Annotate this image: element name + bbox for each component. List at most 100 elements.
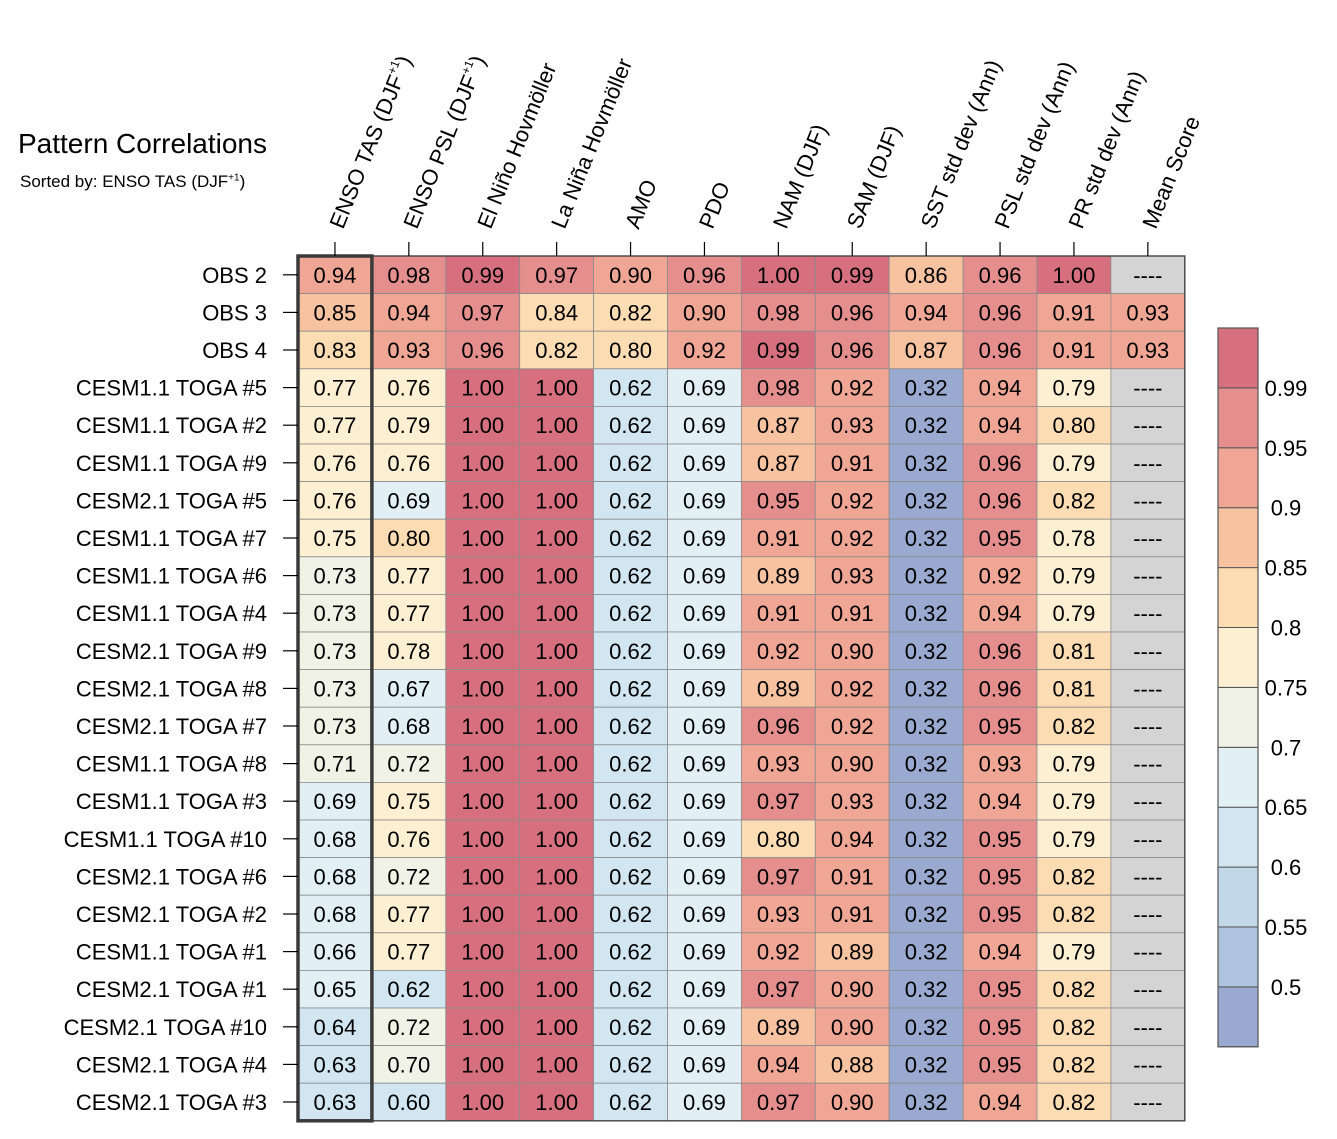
heatmap-cell xyxy=(962,594,1038,633)
cell-value-label: 1.00 xyxy=(461,752,504,777)
cell-value-label: 0.32 xyxy=(905,902,948,927)
heatmap-cell xyxy=(445,970,521,1009)
cell-value-label: 1.00 xyxy=(535,789,578,814)
cell-value-label: ---- xyxy=(1133,488,1162,513)
heatmap-cell xyxy=(1036,1007,1112,1046)
cell-value-label: 0.62 xyxy=(609,827,652,852)
heatmap-cell xyxy=(888,330,964,370)
axis-ticks xyxy=(283,242,1149,1103)
cell-value-label: 0.96 xyxy=(979,488,1022,513)
cell-value-label: 0.82 xyxy=(1053,902,1096,927)
colorbar-swatch xyxy=(1217,327,1259,389)
chart-title: Pattern Correlations xyxy=(18,128,268,159)
heatmap-cell xyxy=(297,368,373,407)
column-label-text: ENSO PSL (DJF xyxy=(398,71,482,231)
heatmap-cell xyxy=(814,669,890,708)
cell-value-label: 0.76 xyxy=(387,451,430,476)
cell-value-label: 0.91 xyxy=(831,902,874,927)
cell-value-label: 0.63 xyxy=(314,1052,357,1077)
cell-value-label: 0.91 xyxy=(1053,338,1096,363)
cell-value-label: ---- xyxy=(1133,413,1162,438)
cell-value-label: 0.92 xyxy=(831,714,874,739)
cell-value-label: 1.00 xyxy=(535,376,578,401)
cell-value-label: 0.68 xyxy=(314,902,357,927)
cell-value-label: 0.97 xyxy=(461,300,504,325)
cell-value-label: 1.00 xyxy=(461,827,504,852)
cell-value-label: 0.96 xyxy=(979,263,1022,288)
heatmap-cell xyxy=(371,706,447,746)
heatmap-cell xyxy=(962,819,1038,858)
cell-value-label: 0.78 xyxy=(387,639,430,664)
heatmap-cell xyxy=(445,405,521,445)
heatmap-cell xyxy=(297,631,373,670)
cell-value-label: 0.69 xyxy=(683,413,726,438)
heatmap-cell xyxy=(741,744,816,783)
row-label: CESM2.1 TOGA #2 xyxy=(76,902,267,927)
cell-value-label: 1.00 xyxy=(535,413,578,438)
heatmap-cell xyxy=(814,819,890,858)
cell-value-label: ---- xyxy=(1133,752,1162,777)
heatmap-cell xyxy=(519,443,595,482)
heatmap-cell xyxy=(1110,706,1186,746)
heatmap-cell xyxy=(593,518,668,558)
column-label: La Niña Hovmöller xyxy=(546,55,637,232)
column-label-text: PSL std dev (Ann) xyxy=(990,58,1080,232)
cell-value-label: 0.67 xyxy=(387,676,430,701)
heatmap-cell xyxy=(297,894,373,934)
colorbar-tick-label: 0.99 xyxy=(1265,376,1308,401)
cell-value-label: 0.32 xyxy=(905,1015,948,1040)
cell-value-label: 1.00 xyxy=(535,752,578,777)
heatmap-cell xyxy=(814,894,890,934)
cell-value-label: 0.82 xyxy=(609,300,652,325)
cell-value-label: 0.32 xyxy=(905,752,948,777)
cell-value-label: 0.90 xyxy=(831,1015,874,1040)
cell-value-label: 0.62 xyxy=(609,1052,652,1077)
heatmap-cell xyxy=(667,1045,742,1084)
cell-value-label: 0.62 xyxy=(387,977,430,1002)
cell-value-label: 0.62 xyxy=(609,752,652,777)
cell-value-label: 0.81 xyxy=(1053,639,1096,664)
cell-value-label: 1.00 xyxy=(535,864,578,889)
cell-value-label: 0.87 xyxy=(757,451,800,476)
row-label: OBS 4 xyxy=(202,338,267,363)
heatmap-cell xyxy=(962,669,1038,708)
cell-value-label: 0.79 xyxy=(1053,601,1096,626)
cell-value-label: 1.00 xyxy=(461,376,504,401)
cell-value-label: 0.92 xyxy=(831,676,874,701)
cell-value-label: 0.92 xyxy=(831,526,874,551)
heatmap-cell xyxy=(888,744,964,783)
heatmap-cell xyxy=(741,1082,816,1122)
cell-value-label: ---- xyxy=(1133,564,1162,589)
cell-value-label: 0.93 xyxy=(1126,338,1169,363)
heatmap-cell xyxy=(297,970,373,1009)
heatmap-cell xyxy=(741,556,816,595)
cell-value-label: 0.62 xyxy=(609,413,652,438)
column-label: PDO xyxy=(694,178,735,232)
cell-value-label: 1.00 xyxy=(461,1015,504,1040)
cell-value-label: 1.00 xyxy=(535,601,578,626)
cell-value-label: 0.92 xyxy=(757,639,800,664)
cell-value-label: 0.93 xyxy=(757,902,800,927)
heatmap-cell xyxy=(962,293,1038,332)
cell-value-label: 0.62 xyxy=(609,601,652,626)
cell-value-label: 1.00 xyxy=(461,639,504,664)
heatmap-cell xyxy=(371,857,447,896)
heatmap-cell xyxy=(888,782,964,821)
cell-value-label: 1.00 xyxy=(535,564,578,589)
column-label-superscript: +1 xyxy=(385,58,403,76)
column-label: SST std dev (Ann) xyxy=(916,56,1006,232)
cell-value-label: 0.62 xyxy=(609,1015,652,1040)
cell-value-label: ---- xyxy=(1133,676,1162,701)
heatmap-cell xyxy=(297,1007,373,1046)
cell-value-label: 0.95 xyxy=(757,488,800,513)
cell-value-label: 1.00 xyxy=(535,526,578,551)
heatmap-cell xyxy=(814,970,890,1009)
cell-value-label: 1.00 xyxy=(757,263,800,288)
cell-value-label: 0.95 xyxy=(979,1052,1022,1077)
heatmap-cell xyxy=(371,556,447,595)
cell-value-label: 0.71 xyxy=(314,752,357,777)
cell-value-label: 0.72 xyxy=(387,1015,430,1040)
heatmap-cell xyxy=(371,1007,447,1046)
cell-value-label: 0.97 xyxy=(757,1090,800,1115)
